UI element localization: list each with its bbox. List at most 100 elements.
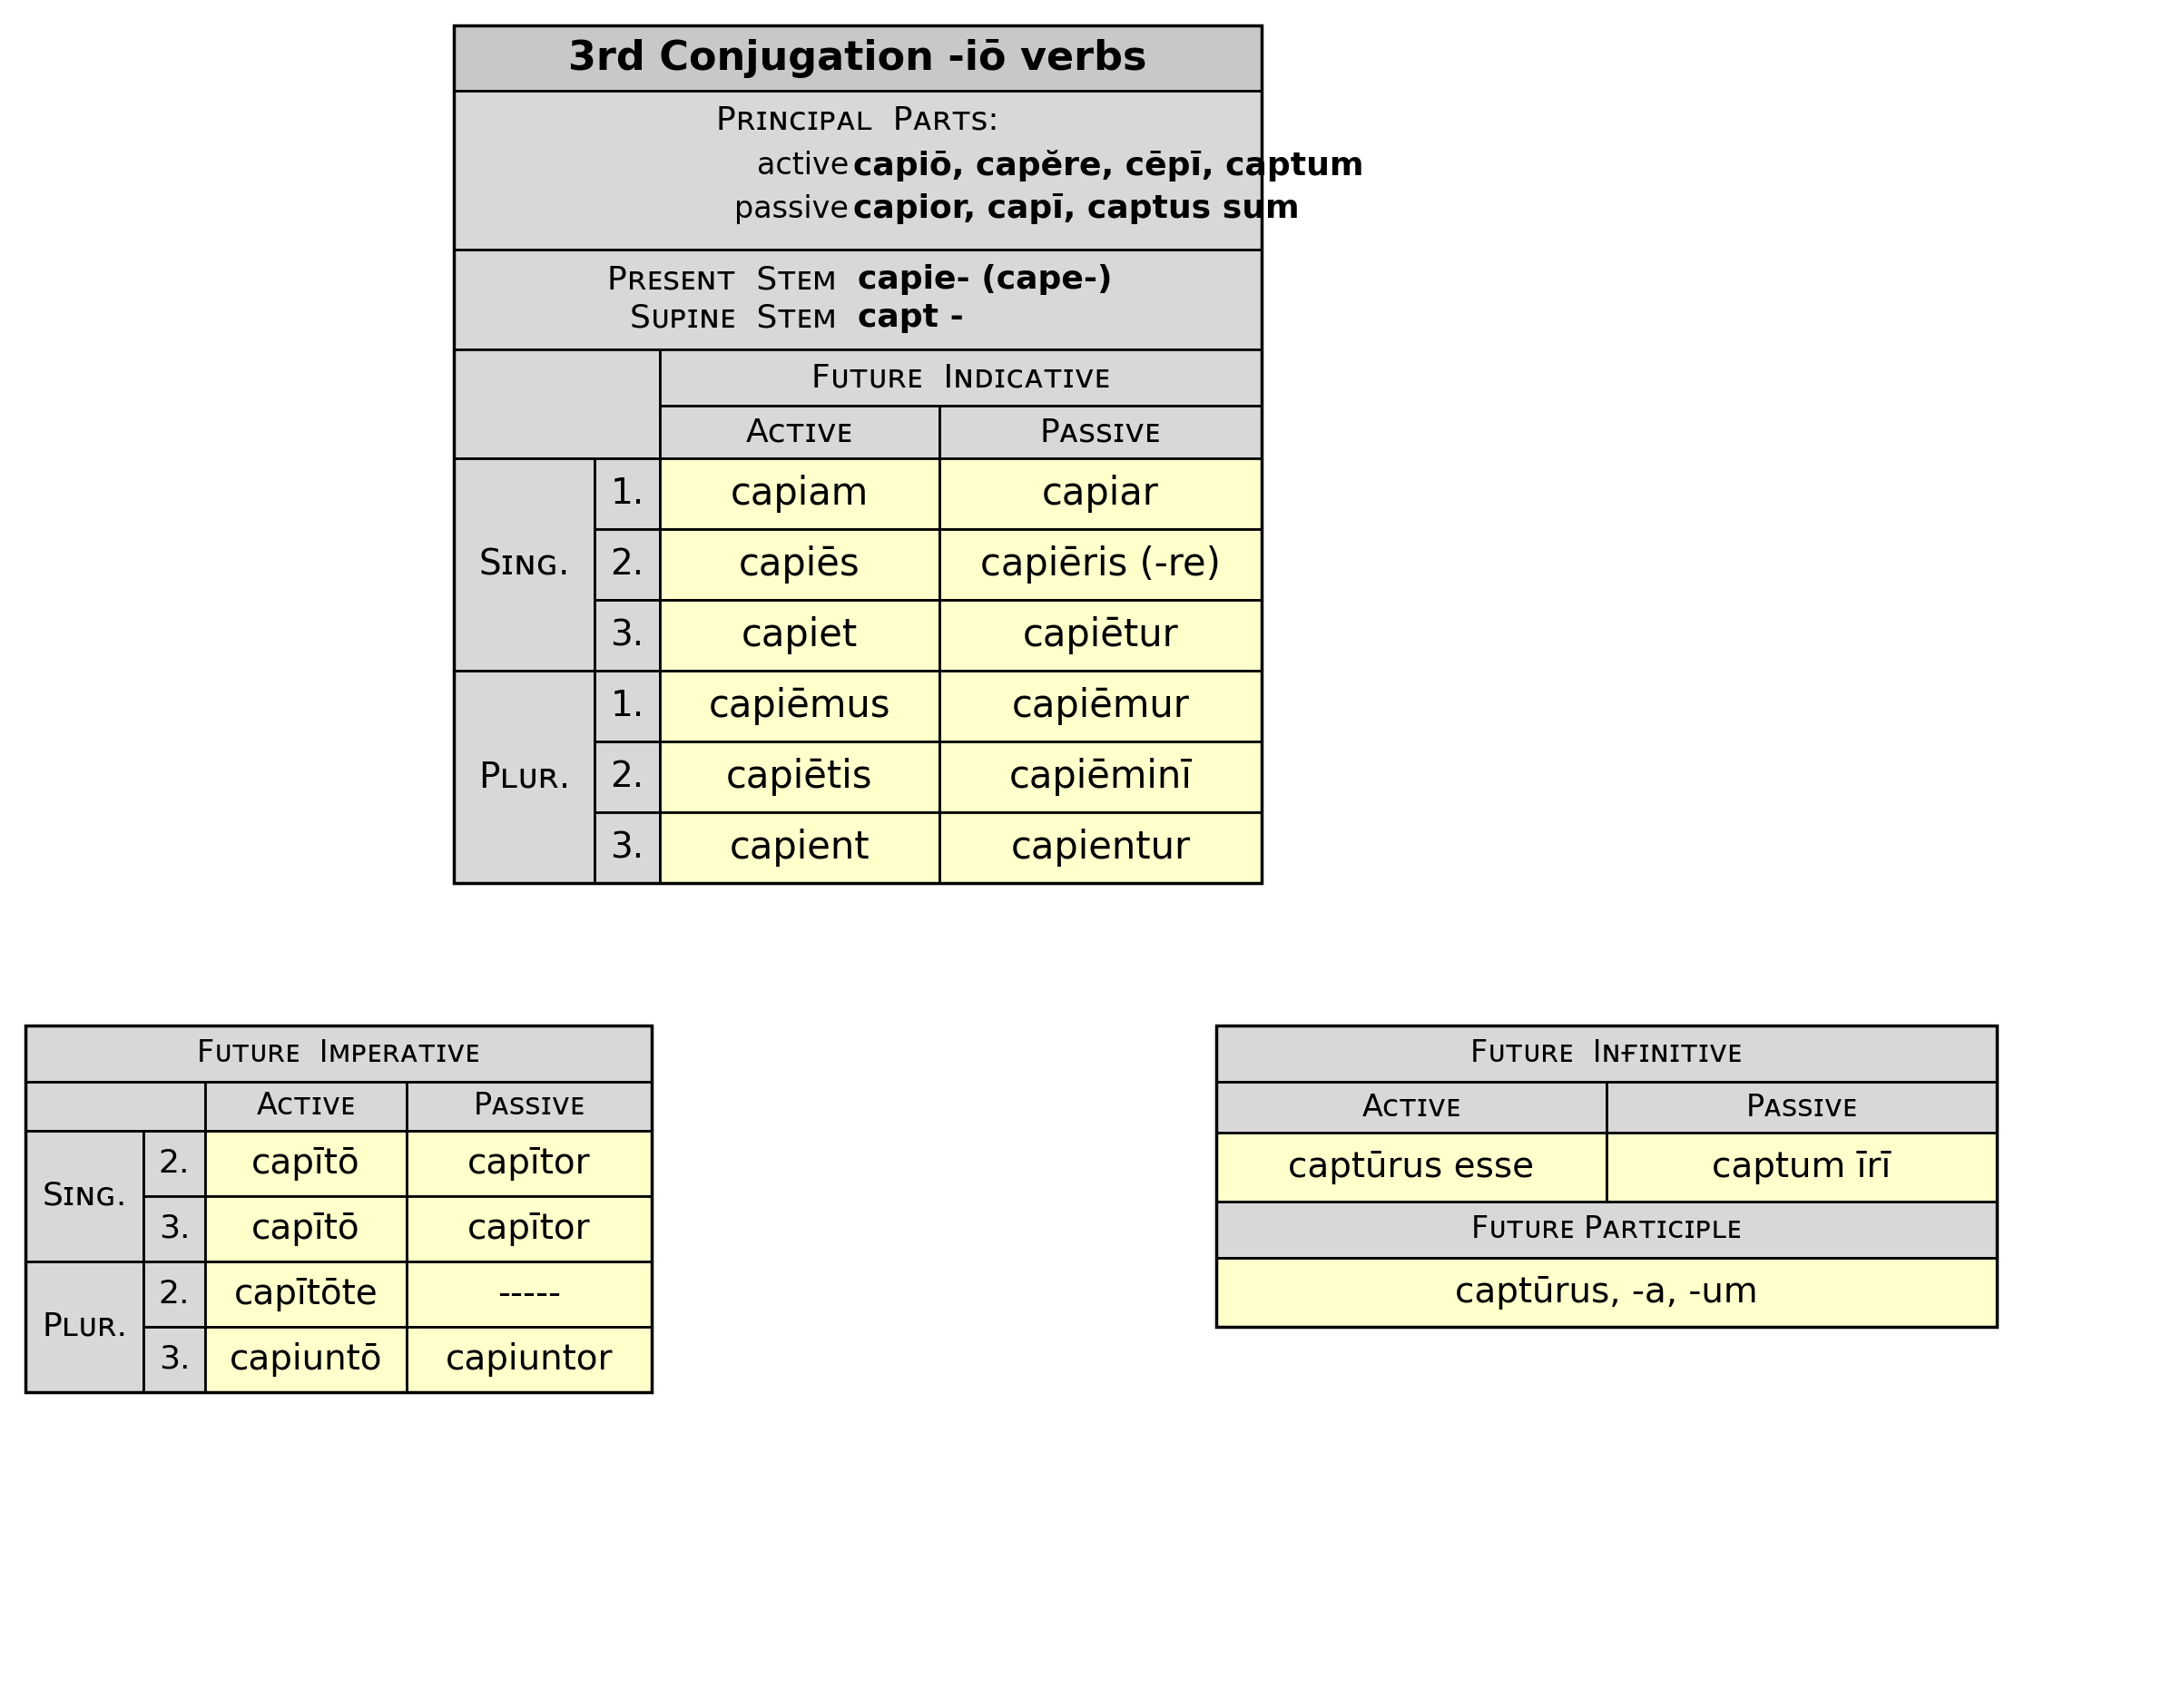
Text: 3.: 3. xyxy=(610,830,644,864)
Text: passive: passive xyxy=(735,193,850,224)
Bar xyxy=(454,91,1263,249)
Text: capiēminī: capiēminī xyxy=(1010,758,1191,796)
Bar xyxy=(659,671,940,741)
Bar xyxy=(1217,1025,1998,1327)
Text: capiēmus: capiēmus xyxy=(709,687,891,726)
Text: capiēs: capiēs xyxy=(739,545,860,584)
Bar xyxy=(940,600,1263,671)
Text: capiam: capiam xyxy=(731,475,869,512)
Text: capiuntor: capiuntor xyxy=(445,1342,612,1377)
Text: capiētis: capiētis xyxy=(726,758,873,796)
Bar xyxy=(205,1131,406,1196)
Bar xyxy=(1217,1132,1606,1202)
Bar xyxy=(940,458,1263,529)
Text: captūrus esse: captūrus esse xyxy=(1289,1149,1535,1184)
Bar xyxy=(26,1081,205,1131)
Text: Pʟᴜʀ.: Pʟᴜʀ. xyxy=(478,760,571,794)
Text: Fᴜᴛᴜʀᴇ Pᴀʀᴛɪᴄɪᴘʟᴇ: Fᴜᴛᴜʀᴇ Pᴀʀᴛɪᴄɪᴘʟᴇ xyxy=(1472,1214,1743,1245)
Bar xyxy=(1217,1081,1606,1132)
Bar xyxy=(1217,1202,1998,1257)
Text: Aᴄᴛɪᴠᴇ: Aᴄᴛɪᴠᴇ xyxy=(1362,1091,1462,1122)
Text: Fᴜᴛᴜʀᴇ  Iᴍᴘᴇʀᴀᴛɪᴠᴇ: Fᴜᴛᴜʀᴇ Iᴍᴘᴇʀᴀᴛɪᴠᴇ xyxy=(197,1038,480,1069)
Text: Pʟᴜʀ.: Pʟᴜʀ. xyxy=(41,1312,128,1342)
Bar xyxy=(940,741,1263,813)
Bar xyxy=(143,1262,205,1327)
Bar xyxy=(406,1131,651,1196)
Text: Pᴀѕѕɪᴠᴇ: Pᴀѕѕɪᴠᴇ xyxy=(1745,1091,1857,1122)
Bar xyxy=(659,458,940,529)
Bar xyxy=(595,813,659,883)
Text: captum īrī: captum īrī xyxy=(1712,1149,1892,1184)
Text: Pᴀѕѕɪᴠᴇ: Pᴀѕѕɪᴠᴇ xyxy=(473,1091,586,1120)
Text: 2.: 2. xyxy=(158,1148,190,1179)
Text: active: active xyxy=(757,150,850,179)
Bar xyxy=(143,1131,205,1196)
Bar xyxy=(659,600,940,671)
Text: Sᴜᴘɪɴᴇ  Sᴛᴇᴍ: Sᴜᴘɪɴᴇ Sᴛᴇᴍ xyxy=(629,302,858,333)
Bar xyxy=(940,407,1263,458)
Bar xyxy=(454,458,595,671)
Text: Sɪɴɢ.: Sɪɴɢ. xyxy=(478,547,571,582)
Text: -----: ----- xyxy=(497,1278,560,1312)
Text: Fᴜᴛᴜʀᴇ  Iɴᴅɪᴄᴀᴛɪᴠᴇ: Fᴜᴛᴜʀᴇ Iɴᴅɪᴄᴀᴛɪᴠᴇ xyxy=(811,362,1109,393)
Bar xyxy=(406,1262,651,1327)
Bar xyxy=(595,671,659,741)
Bar xyxy=(143,1327,205,1392)
Bar xyxy=(1606,1132,1998,1202)
Bar xyxy=(940,529,1263,600)
Text: 3.: 3. xyxy=(610,618,644,652)
Text: capītor: capītor xyxy=(467,1146,590,1180)
Bar xyxy=(940,813,1263,883)
Text: 2.: 2. xyxy=(158,1279,190,1310)
Bar xyxy=(26,1131,143,1262)
Text: capītō: capītō xyxy=(251,1146,361,1180)
Text: 1.: 1. xyxy=(610,688,644,722)
Bar xyxy=(454,26,1263,91)
Text: captūrus, -a, -um: captūrus, -a, -um xyxy=(1455,1276,1758,1310)
Text: capītor: capītor xyxy=(467,1211,590,1247)
Bar xyxy=(26,1025,651,1081)
Bar xyxy=(143,1196,205,1262)
Text: capītō: capītō xyxy=(251,1211,361,1247)
Text: capt -: capt - xyxy=(858,302,964,333)
Bar xyxy=(454,350,659,458)
Bar xyxy=(595,529,659,600)
Bar xyxy=(659,529,940,600)
Text: capiēris (-re): capiēris (-re) xyxy=(979,545,1222,584)
Text: Pʀɪɴᴄɪᴘᴀʟ  Pᴀʀᴛѕ:: Pʀɪɴᴄɪᴘᴀʟ Pᴀʀᴛѕ: xyxy=(716,104,999,135)
Text: Aᴄᴛɪᴠᴇ: Aᴄᴛɪᴠᴇ xyxy=(257,1091,355,1120)
Bar xyxy=(406,1196,651,1262)
Text: capient: capient xyxy=(729,828,869,866)
Text: capītōte: capītōte xyxy=(233,1278,378,1312)
Text: capientur: capientur xyxy=(1010,828,1191,866)
Bar xyxy=(595,741,659,813)
Text: 3rd Conjugation -iō verbs: 3rd Conjugation -iō verbs xyxy=(569,39,1148,77)
Text: Sɪɴɢ.: Sɪɴɢ. xyxy=(41,1180,128,1211)
Bar xyxy=(659,813,940,883)
Text: capiuntō: capiuntō xyxy=(229,1342,383,1377)
Bar xyxy=(26,1262,143,1392)
Bar xyxy=(406,1081,651,1131)
Text: capiēmur: capiēmur xyxy=(1012,687,1189,726)
Text: 2.: 2. xyxy=(610,760,644,794)
Text: capiētur: capiētur xyxy=(1023,617,1178,654)
Bar xyxy=(406,1327,651,1392)
Bar xyxy=(205,1081,406,1131)
Bar xyxy=(940,671,1263,741)
Text: 1.: 1. xyxy=(610,477,644,511)
Bar xyxy=(1217,1257,1998,1327)
Text: Fᴜᴛᴜʀᴇ  Iɴғɪɴɪᴛɪᴠᴇ: Fᴜᴛᴜʀᴇ Iɴғɪɴɪᴛɪᴠᴇ xyxy=(1470,1038,1743,1069)
Text: capiar: capiar xyxy=(1042,475,1159,512)
Text: capior, capī, captus sum: capior, capī, captus sum xyxy=(854,193,1299,224)
Bar xyxy=(454,249,1263,350)
Bar xyxy=(1217,1025,1998,1081)
Bar xyxy=(659,350,1263,407)
Text: Pᴀѕѕɪᴠᴇ: Pᴀѕѕɪᴠᴇ xyxy=(1040,417,1161,447)
Bar xyxy=(595,600,659,671)
Text: capie- (cape-): capie- (cape-) xyxy=(858,265,1111,295)
Text: 2.: 2. xyxy=(610,547,644,582)
Bar xyxy=(26,1025,651,1392)
Text: capiō, capĕre, cēpī, captum: capiō, capĕre, cēpī, captum xyxy=(854,149,1364,181)
Bar xyxy=(454,671,595,883)
Text: capiet: capiet xyxy=(742,617,858,654)
